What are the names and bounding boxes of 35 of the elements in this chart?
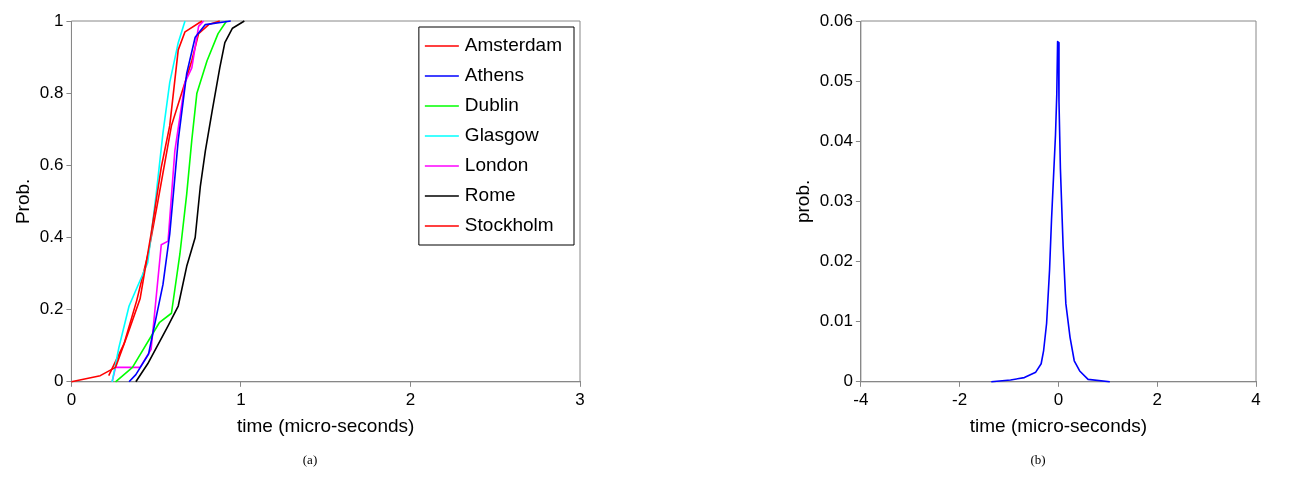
y-tick-label: 0.2 [39, 299, 64, 319]
x-tick-label: 2 [405, 389, 416, 409]
x-tick-label: 1 [236, 389, 246, 409]
legend-label: Stockholm [464, 214, 554, 236]
y-tick-label: 0.05 [819, 70, 853, 90]
y-tick-label: 0.06 [819, 10, 853, 30]
x-tick-label: -2 [952, 389, 968, 409]
y-axis-title: prob. [791, 179, 813, 224]
legend-label: Amsterdam [464, 34, 563, 56]
y-tick-label: 0.6 [39, 155, 64, 175]
y-tick-label: 0 [843, 371, 853, 391]
text: (a) [301, 452, 319, 468]
y-axis-title: Prob. [11, 178, 33, 225]
legend-label: Rome [464, 184, 516, 206]
y-tick-label: 0.01 [819, 311, 853, 331]
y-tick-label: 0.04 [819, 130, 853, 150]
x-tick-label: 3 [575, 389, 585, 409]
y-tick-label: 0.03 [819, 191, 853, 211]
x-tick-label: -4 [853, 389, 869, 409]
legend-label: Athens [464, 64, 525, 86]
x-tick-label: 2 [1152, 389, 1162, 409]
x-tick-label: 0 [66, 389, 77, 409]
x-tick-label: 0 [1053, 389, 1064, 409]
legend-label: Dublin [464, 94, 519, 116]
y-tick-label: 1 [53, 10, 64, 30]
legend-label: London [464, 154, 529, 176]
y-tick-label: 0.4 [39, 227, 64, 247]
x-axis-title: time (micro-seconds) [237, 414, 415, 436]
y-tick-label: 0.02 [819, 251, 853, 271]
y-tick-label: 0 [53, 371, 64, 391]
x-tick-label: 4 [1251, 389, 1261, 409]
x-axis-title: time (micro-seconds) [969, 414, 1148, 436]
legend-label: Glasgow [464, 124, 540, 146]
y-tick-label: 0.8 [39, 82, 64, 102]
text: (b) [1029, 452, 1047, 468]
